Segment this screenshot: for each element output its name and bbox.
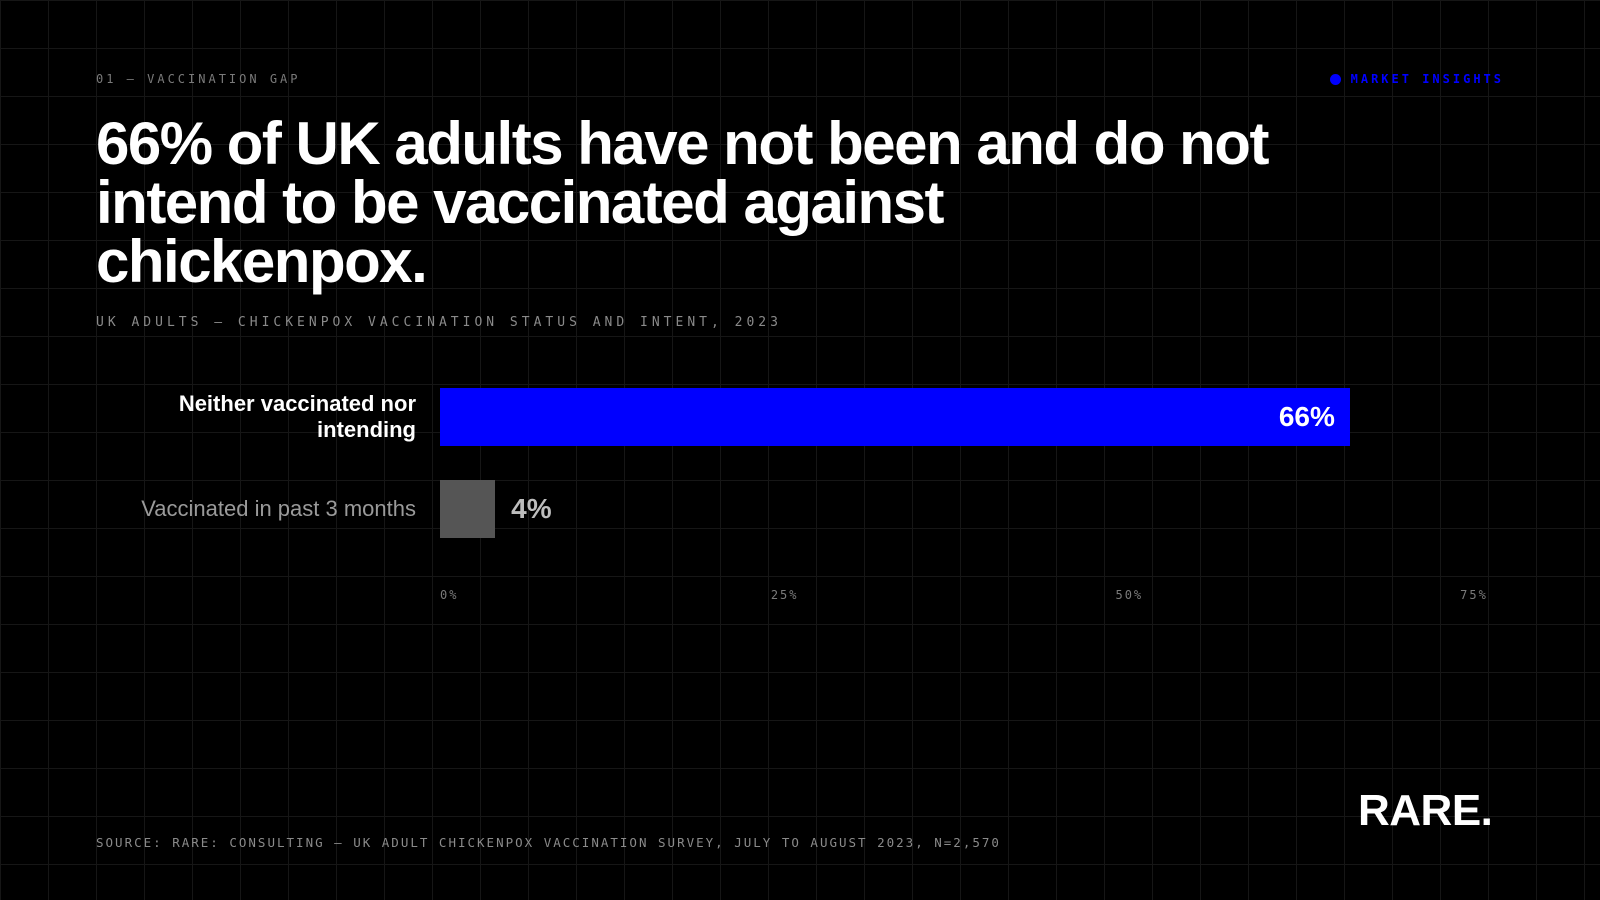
eyebrow: 01 — VACCINATION GAP xyxy=(96,72,301,86)
chart-subtitle: UK ADULTS — CHICKENPOX VACCINATION STATU… xyxy=(96,315,782,330)
source: SOURCE: RARE: CONSULTING — UK ADULT CHIC… xyxy=(96,835,1001,850)
tag: MARKET INSIGHTS xyxy=(1329,72,1504,86)
x-tick-label: 25% xyxy=(770,588,799,602)
chart-title: 66% of UK adults have not been and do no… xyxy=(96,110,1269,295)
category-label: Vaccinated in past 3 months xyxy=(141,496,416,521)
tag-dot xyxy=(1329,73,1341,85)
tag-text: MARKET INSIGHTS xyxy=(1350,72,1504,86)
category-label: Neither vaccinated nor intending xyxy=(178,391,416,442)
x-tick-label: 75% xyxy=(1460,588,1488,602)
x-tick-label: 50% xyxy=(1115,588,1144,602)
bar xyxy=(440,480,496,538)
value-label: 4% xyxy=(511,493,552,524)
logo: RARE. xyxy=(1358,786,1493,835)
value-label: 66% xyxy=(1278,401,1335,432)
x-tick-label: 0% xyxy=(440,588,459,602)
bar xyxy=(440,388,1350,446)
